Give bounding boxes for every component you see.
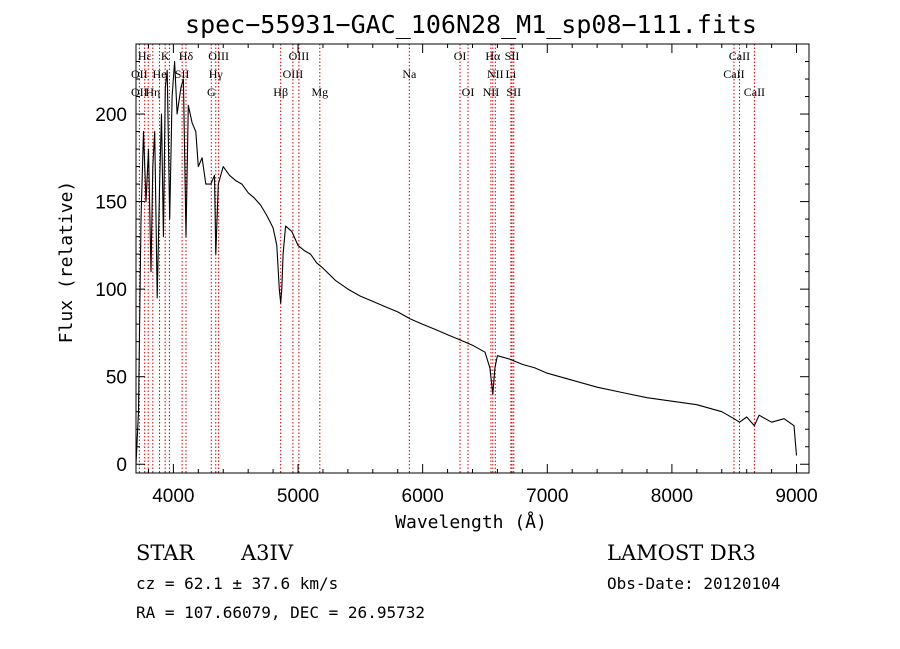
y-tick-label: 50 — [106, 368, 127, 389]
line-label: NII — [487, 67, 504, 81]
line-label: CaII — [744, 85, 765, 99]
y-axis: 0 50 100 150 200 — [95, 61, 809, 476]
line-label: Na — [402, 67, 417, 81]
line-label: Hη — [145, 85, 160, 99]
x-axis: 4000 5000 6000 7000 8000 9000 — [147, 44, 818, 507]
line-labels: Hε K Hδ OIII OIII OI Hα SII CaII OII He SII Hγ OIII Na… — [131, 49, 765, 99]
y-tick-label: 100 — [95, 280, 127, 301]
y-tick-label: 0 — [116, 455, 127, 476]
line-label: OI — [462, 85, 475, 99]
line-label: CaII — [723, 67, 744, 81]
y-axis-label: Flux (relative) — [56, 181, 77, 344]
line-label: SII — [506, 85, 521, 99]
line-label: SII — [505, 49, 520, 63]
line-label: Hγ — [209, 67, 224, 81]
x-tick-label: 5000 — [277, 486, 319, 507]
line-label: G — [207, 85, 216, 99]
plot-frame — [135, 43, 810, 474]
line-label: OII — [131, 67, 148, 81]
line-label: Mg — [311, 85, 328, 99]
line-label: Hδ — [179, 49, 194, 63]
observation-date: Obs-Date: 20120104 — [607, 574, 780, 593]
x-tick-label: 8000 — [651, 486, 693, 507]
survey-name: LAMOST DR3 — [607, 541, 756, 565]
y-tick-label: 200 — [95, 105, 127, 126]
x-tick-label: 9000 — [775, 486, 817, 507]
x-tick-label: 7000 — [526, 486, 568, 507]
x-tick-label: 4000 — [152, 486, 194, 507]
line-markers — [138, 44, 755, 473]
line-label: OIII — [283, 67, 304, 81]
object-class: STAR — [136, 541, 195, 565]
coordinates: RA = 107.66079, DEC = 26.95732 — [136, 603, 425, 622]
chart-title: spec−55931−GAC_106N28_M1_sp08−111.fits — [185, 10, 757, 39]
line-label: K — [161, 49, 170, 63]
line-label: NII — [483, 85, 500, 99]
redshift-velocity: cz = 62.1 ± 37.6 km/s — [136, 574, 338, 593]
y-tick-label: 150 — [95, 193, 127, 214]
line-label: Hβ — [273, 85, 288, 99]
line-label: OIII — [289, 49, 310, 63]
line-label: Hα — [485, 49, 501, 63]
spectral-subclass: A3IV — [240, 541, 294, 565]
x-tick-label: 6000 — [402, 486, 444, 507]
line-label: CaII — [729, 49, 750, 63]
line-label: Li — [506, 67, 517, 81]
line-label: OII — [131, 85, 148, 99]
x-axis-label: Wavelength (Å) — [395, 511, 547, 533]
line-label: OIII — [208, 49, 229, 63]
line-label: OI — [454, 49, 467, 63]
line-label: Hε — [138, 49, 152, 63]
line-label: He — [153, 67, 167, 81]
spectrum-line — [135, 60, 798, 465]
line-label: SII — [175, 67, 190, 81]
